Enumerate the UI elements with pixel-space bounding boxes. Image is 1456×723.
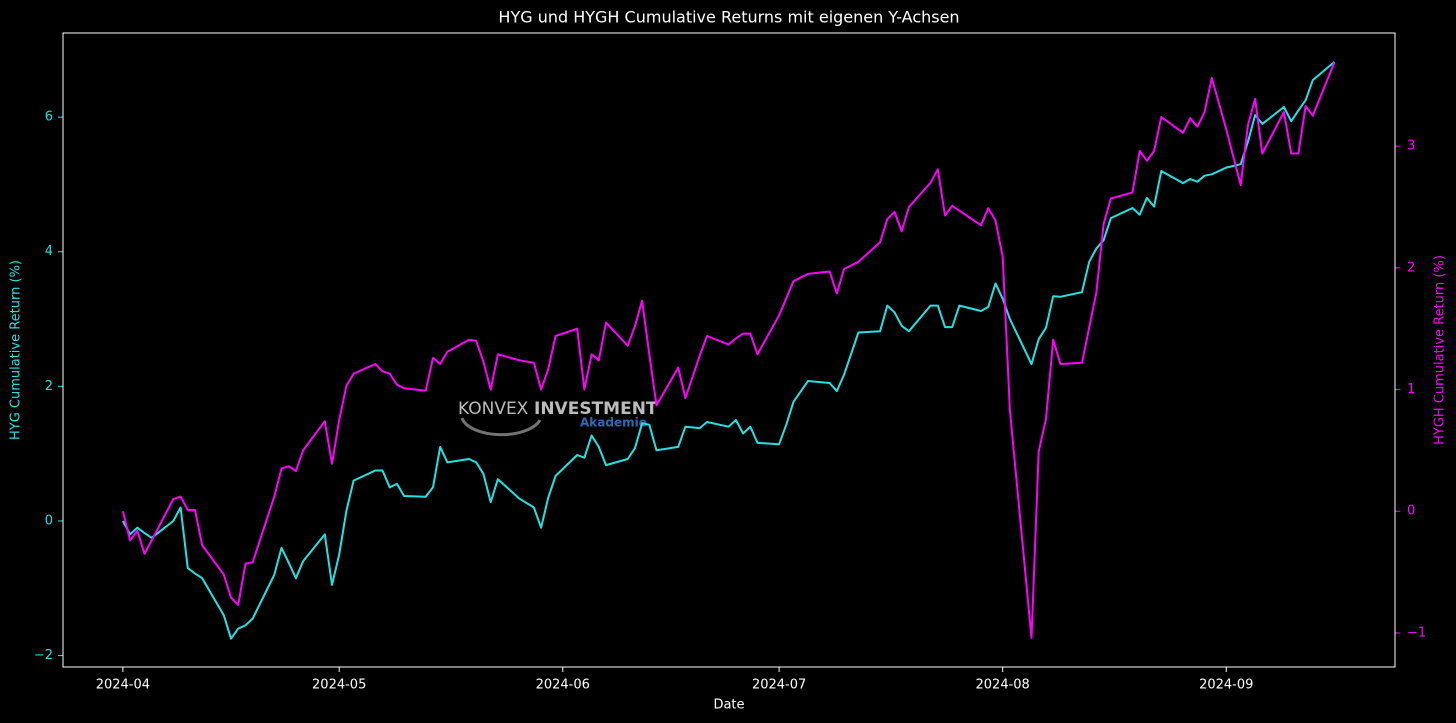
y2-tick-label: 1 (1407, 382, 1415, 397)
x-tick-label: 2024-06 (536, 678, 590, 693)
x-tick-label: 2024-08 (976, 678, 1030, 693)
x-tick-label: 2024-04 (96, 678, 150, 693)
watermark-arc (460, 417, 542, 437)
watermark-brand: KONVEX (458, 399, 529, 419)
y2-tick-label: −1 (1407, 625, 1426, 640)
y-tick-label: 4 (45, 244, 53, 259)
y2-tick-label: 0 (1407, 504, 1415, 519)
series-line (121, 61, 1336, 639)
watermark-brand-bold: INVESTMENT (534, 399, 658, 419)
y2-tick-label: 2 (1407, 260, 1415, 275)
x-tick-label: 2024-07 (752, 678, 806, 693)
chart-title: HYG und HYGH Cumulative Returns mit eige… (498, 8, 959, 27)
y2-axis-label: HYGH Cumulative Return (%) (1433, 255, 1448, 445)
x-axis-label: Date (713, 698, 744, 713)
y-axis-label: HYG Cumulative Return (%) (9, 260, 24, 440)
y2-tick-label: 3 (1407, 139, 1415, 154)
x-tick-label: 2024-09 (1199, 678, 1253, 693)
x-tick-label: 2024-05 (312, 678, 366, 693)
series-line (122, 61, 1336, 640)
y-tick-label: −2 (34, 648, 53, 663)
plot-frame (62, 32, 1396, 668)
y-tick-label: 6 (45, 110, 53, 125)
watermark: KONVEX INVESTMENT Akademie (458, 399, 658, 437)
y-tick-label: 0 (45, 513, 53, 528)
watermark-sub: Akademie (580, 416, 647, 430)
y-tick-label: 2 (45, 379, 53, 394)
